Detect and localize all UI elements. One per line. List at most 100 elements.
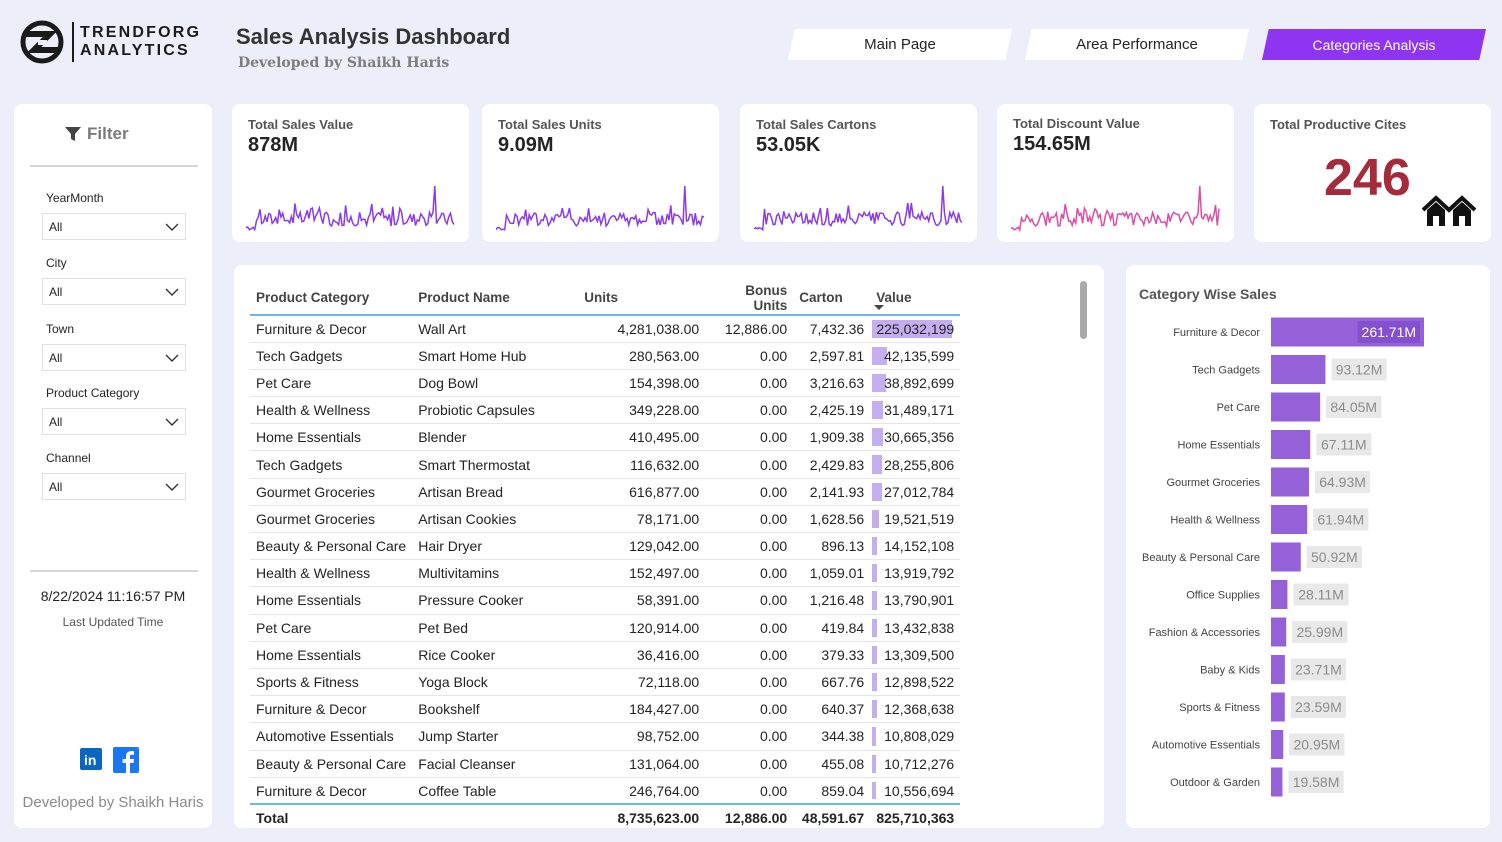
- cell-product-name: Smart Home Hub: [412, 341, 579, 370]
- table-row[interactable]: Home Essentials Rice Cooker 36,416.00 0.00 3…: [250, 640, 961, 669]
- slicer-city[interactable]: All: [42, 278, 186, 305]
- linkedin-icon[interactable]: in: [80, 748, 102, 770]
- col-header-units[interactable]: Units: [584, 290, 618, 305]
- kpi-total-discount-value: Total Discount Value 154.65M: [997, 104, 1234, 242]
- category-bar[interactable]: [1271, 730, 1284, 759]
- table-row[interactable]: Home Essentials Pressure Cooker 58,391.00 0…: [250, 586, 961, 615]
- table-row[interactable]: Home Essentials Blender 410,495.00 0.00 1,90…: [250, 423, 961, 451]
- cell-bonus-units: 0.00: [705, 423, 794, 451]
- cell-units: 131,064.00: [578, 749, 706, 778]
- cell-product-category: Tech Gadgets: [250, 341, 413, 370]
- value-text: 12,368,638: [884, 701, 955, 718]
- cell-units: 120,914.00: [578, 613, 706, 642]
- cell-value: 10,808,029: [870, 722, 961, 750]
- slicer-town[interactable]: All: [42, 344, 186, 371]
- cell-product-category: Furniture & Decor: [250, 695, 413, 723]
- kpi-value: 53.05K: [756, 134, 821, 156]
- table-row[interactable]: Tech Gadgets Smart Home Hub 280,563.00 0.00…: [250, 341, 961, 370]
- kpi-total-sales-units: Total Sales Units 9.09M: [482, 104, 719, 242]
- cell-carton: 667.76: [793, 667, 871, 696]
- col-header-carton[interactable]: Carton: [799, 290, 843, 305]
- category-bar[interactable]: [1271, 692, 1285, 722]
- tab-categories-analysis[interactable]: Categories Analysis: [1262, 29, 1486, 60]
- data-label-background: [1293, 583, 1349, 606]
- cell-bonus-units: 0.00: [705, 749, 794, 778]
- cell-product-name: Bookshelf: [412, 695, 579, 723]
- value-text: 13,432,838: [884, 619, 955, 636]
- cell-carton: 344.38: [793, 722, 871, 750]
- slicer-label-town: Town: [46, 322, 75, 336]
- category-bar[interactable]: [1271, 430, 1311, 459]
- cell-product-name: Yoga Block: [412, 667, 579, 696]
- cell-product-category: Furniture & Decor: [250, 313, 413, 343]
- table-row[interactable]: Gourmet Groceries Artisan Cookies 78,171.0…: [250, 504, 961, 533]
- chevron-down-icon: [165, 354, 179, 362]
- slicer-value: All: [49, 350, 63, 365]
- brand-logo: TRENDFORG ANALYTICS: [20, 20, 201, 64]
- table-row[interactable]: Furniture & Decor Bookshelf 184,427.00 0.00…: [250, 695, 961, 723]
- category-bar[interactable]: [1271, 467, 1309, 497]
- slicer-channel[interactable]: All: [42, 473, 186, 500]
- cell-value: 10,556,694: [870, 776, 961, 805]
- category-bar[interactable]: [1271, 617, 1287, 647]
- cell-value: 30,665,356: [870, 423, 961, 451]
- cell-units: 184,427.00: [578, 695, 706, 723]
- cell-product-name: Artisan Bread: [412, 477, 579, 506]
- cell-value: 13,919,792: [870, 559, 961, 587]
- category-bar[interactable]: [1271, 392, 1321, 422]
- category-bar[interactable]: [1271, 655, 1285, 684]
- category-bar[interactable]: [1271, 355, 1326, 384]
- cell-bonus-units: 0.00: [705, 613, 794, 642]
- sparkline-sales-cartons: [754, 185, 963, 232]
- facebook-icon[interactable]: [113, 747, 139, 773]
- table-row[interactable]: Gourmet Groceries Artisan Bread 616,877.00…: [250, 477, 961, 506]
- table-row[interactable]: Automotive Essentials Jump Starter 98,752.…: [250, 722, 961, 750]
- cell-product-name: Hair Dryer: [412, 531, 579, 560]
- value-text: 10,556,694: [884, 782, 955, 799]
- data-label-background: [1290, 658, 1347, 681]
- cell-value: 10,712,276: [870, 749, 961, 778]
- tab-area-performance[interactable]: Area Performance: [1025, 29, 1249, 60]
- table-row[interactable]: Furniture & Decor Coffee Table 246,764.00 0…: [250, 776, 961, 805]
- category-bar-chart: Furniture & Decor 261.71M Tech Gadgets 93.1…: [1142, 317, 1424, 797]
- data-label: 20.95M: [1293, 737, 1340, 753]
- social-links: in: [80, 747, 139, 773]
- table-row[interactable]: Tech Gadgets Smart Thermostat 116,632.00 0.…: [250, 450, 961, 479]
- slicer-label-city: City: [46, 256, 67, 270]
- sparkline-sales-units: [496, 185, 705, 231]
- cell-value: 12,898,522: [870, 667, 961, 696]
- col-header-product-name[interactable]: Product Name: [418, 290, 510, 305]
- col-header-bonus-units[interactable]: Bonus Units: [745, 282, 788, 313]
- category-bar[interactable]: [1271, 542, 1301, 572]
- table-row[interactable]: Pet Care Pet Bed 120,914.00 0.00 419.84 13,43…: [250, 613, 961, 642]
- category-label: Gourmet Groceries: [1166, 477, 1260, 489]
- slicer-value: All: [49, 284, 63, 299]
- col-header-value[interactable]: Value: [870, 281, 960, 315]
- cell-units: 616,877.00: [578, 477, 706, 506]
- cell-carton: 1,909.38: [793, 423, 871, 451]
- table-row[interactable]: Beauty & Personal Care Hair Dryer 129,042.…: [250, 531, 961, 560]
- table-row[interactable]: Beauty & Personal Care Facial Cleanser 131…: [250, 749, 961, 778]
- filter-header: Filter: [64, 124, 129, 144]
- table-row[interactable]: Health & Wellness Probiotic Capsules 349,2…: [250, 396, 961, 424]
- category-label: Fashion & Accessories: [1149, 627, 1261, 639]
- table-row[interactable]: Furniture & Decor Wall Art 4,281,038.00 12,…: [250, 313, 961, 343]
- cell-value: 19,521,519: [870, 504, 961, 533]
- category-bar[interactable]: [1271, 580, 1288, 609]
- table-row[interactable]: Sports & Fitness Yoga Block 72,118.00 0.00 6…: [250, 667, 961, 696]
- slicer-product-category[interactable]: All: [42, 408, 186, 435]
- value-text: 28,255,806: [884, 456, 955, 473]
- category-bar[interactable]: [1271, 767, 1283, 797]
- slicer-yearmonth[interactable]: All: [42, 213, 186, 240]
- tab-main-page[interactable]: Main Page: [788, 29, 1012, 60]
- cell-units: 4,281,038.00: [578, 313, 706, 343]
- cell-carton: 1,059.01: [793, 559, 871, 587]
- sparkline-path: [496, 185, 705, 231]
- table-row[interactable]: Pet Care Dog Bowl 154,398.00 0.00 3,216.63 38…: [250, 368, 961, 397]
- cell-value: 31,489,171: [870, 396, 961, 424]
- cell-units: 246,764.00: [578, 776, 706, 805]
- table-scrollbar[interactable]: [1080, 281, 1087, 339]
- category-bar[interactable]: [1271, 505, 1308, 534]
- col-header-product-category[interactable]: Product Category: [256, 290, 370, 305]
- table-row[interactable]: Health & Wellness Multivitamins 152,497.00…: [250, 559, 961, 587]
